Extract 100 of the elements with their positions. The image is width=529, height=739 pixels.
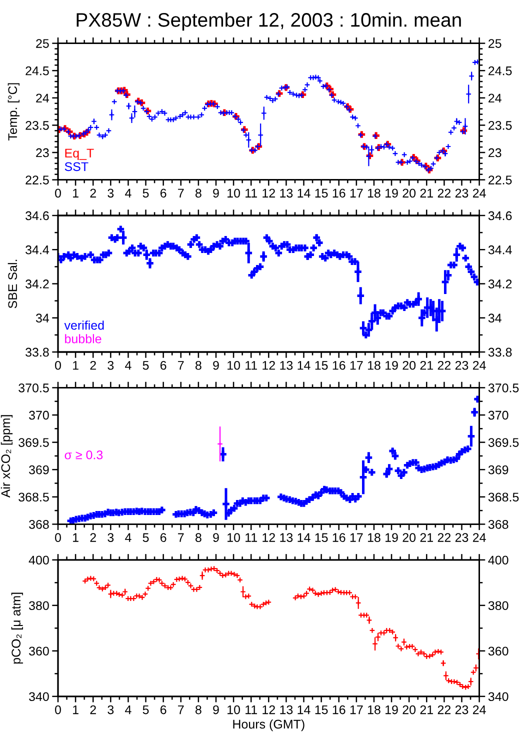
x-tick-label: 17 — [350, 361, 363, 370]
x-tick-label: 19 — [386, 188, 398, 198]
x-tick-label: 11 — [246, 533, 257, 542]
y2-tick-label: 370 — [488, 410, 508, 420]
x-tick-label: 5 — [142, 705, 149, 714]
x-tick-label: 5 — [142, 188, 149, 198]
x-tick-label: 8 — [196, 188, 202, 198]
x-tick-label: 18 — [368, 705, 380, 714]
x-tick-label: 1 — [73, 188, 78, 198]
x-tick-label: 8 — [196, 360, 202, 370]
y2-tick-label: 25 — [488, 39, 502, 48]
x-tick-label: 21 — [420, 705, 433, 714]
x-tick-label: 1 — [73, 705, 78, 714]
y2-tick-label: 34 — [488, 314, 502, 323]
x-tick-label: 14 — [298, 361, 310, 370]
y-axis-title: Air xCO₂ [ppm] — [0, 415, 13, 498]
x-tick-label: 1 — [73, 533, 78, 542]
x-tick-label: 4 — [125, 533, 132, 542]
y-tick-label: 24.5 — [26, 66, 49, 76]
x-tick-label: 7 — [178, 533, 184, 542]
x-tick-label: 17 — [350, 705, 363, 714]
x-tick-label: 0 — [55, 533, 61, 542]
x-tick-label: 2 — [90, 188, 96, 198]
y2-tick-label: 368 — [488, 520, 508, 529]
x-tick-label: 23 — [455, 360, 468, 370]
x-tick-label: 16 — [332, 360, 346, 370]
x-tick-label: 7 — [178, 705, 184, 714]
y2-tick-label: 24 — [488, 94, 502, 102]
x-tick-label: 20 — [402, 533, 416, 542]
y2-tick-label: 370.5 — [488, 384, 519, 392]
x-tick-label: 6 — [160, 188, 166, 198]
y-axis-title: pCO₂ [μ atm] — [11, 592, 23, 664]
series-label: SST — [64, 162, 88, 172]
y-tick-label: 34.6 — [26, 211, 49, 220]
x-tick-label: 2 — [90, 360, 96, 370]
x-tick-label: 4 — [125, 188, 132, 198]
x-tick-label: 13 — [280, 188, 293, 198]
x-tick-label: 9 — [213, 533, 219, 542]
x-tick-label: 13 — [280, 533, 293, 542]
x-tick-label: 0 — [55, 705, 61, 714]
y-tick-label: 22.5 — [26, 176, 49, 184]
x-tick-label: 6 — [160, 360, 166, 370]
y-tick-label: 34.2 — [26, 280, 49, 288]
x-tick-label: 23 — [455, 705, 468, 714]
x-tick-label: 20 — [402, 188, 416, 198]
x-tick-label: 22 — [438, 360, 451, 370]
x-tick-label: 7 — [178, 361, 184, 370]
x-tick-label: 18 — [368, 360, 380, 370]
y-tick-label: 369.5 — [18, 438, 49, 447]
x-tick-label: 12 — [262, 188, 275, 198]
x-tick-label: 16 — [332, 533, 346, 542]
x-tick-label: 9 — [213, 188, 219, 198]
x-tick-label: 1 — [73, 361, 78, 370]
x-tick-label: 18 — [368, 188, 380, 198]
y2-tick-label: 34.2 — [488, 280, 512, 288]
y-tick-label: 370 — [29, 410, 49, 420]
x-tick-label: 6 — [160, 533, 166, 542]
x-tick-label: 15 — [315, 361, 328, 370]
y-tick-label: 23.5 — [26, 121, 49, 130]
x-tick-label: 12 — [262, 533, 275, 542]
x-tick-label: 3 — [108, 188, 114, 198]
x-tick-label: 2 — [90, 533, 96, 542]
x-tick-label: 10 — [228, 188, 240, 198]
x-tick-label: 6 — [160, 705, 166, 714]
x-tick-label: 5 — [142, 361, 149, 370]
x-tick-label: 4 — [125, 361, 132, 370]
y-tick-label: 400 — [28, 556, 49, 565]
x-tick-label: 19 — [386, 360, 398, 370]
x-tick-label: 15 — [315, 705, 328, 714]
x-tick-label: 0 — [55, 360, 61, 370]
x-tick-label: 11 — [246, 188, 257, 198]
y2-tick-label: 369 — [488, 465, 508, 474]
x-tick-label: 22 — [438, 188, 451, 198]
x-tick-label: 18 — [368, 533, 380, 542]
x-tick-label: 16 — [332, 188, 346, 198]
x-tick-label: 22 — [438, 533, 451, 542]
x-tick-label: 20 — [402, 705, 416, 714]
x-tick-label: 23 — [455, 188, 468, 198]
x-tick-label: 3 — [108, 360, 114, 370]
text: σ ≥ 0.3 — [64, 450, 103, 460]
y-tick-label: 368.5 — [18, 492, 49, 502]
x-tick-label: 10 — [228, 705, 240, 714]
x-tick-label: 24 — [472, 705, 486, 714]
y-tick-label: 340 — [29, 692, 49, 702]
x-tick-label: 21 — [420, 188, 433, 198]
x-tick-label: 15 — [315, 188, 328, 198]
y-axis-title: SBE Sal. — [8, 260, 18, 308]
x-tick-label: 10 — [228, 533, 240, 542]
y-tick-label: 380 — [29, 601, 49, 610]
y-tick-label: 34.4 — [26, 245, 50, 254]
chart-title: PX85W : September 12, 2003 : 10min. mean — [76, 12, 461, 31]
x-tick-label: 19 — [386, 533, 398, 542]
x-tick-label: 15 — [315, 533, 328, 542]
x-tick-label: 4 — [125, 705, 132, 714]
x-tick-label: 14 — [298, 533, 310, 542]
y2-tick-label: 369.5 — [488, 438, 519, 447]
y-tick-label: 33.8 — [26, 348, 49, 357]
x-tick-label: 12 — [262, 705, 275, 714]
y-axis-title: Temp. [°C] — [8, 83, 20, 141]
y2-tick-label: 23 — [488, 148, 502, 158]
